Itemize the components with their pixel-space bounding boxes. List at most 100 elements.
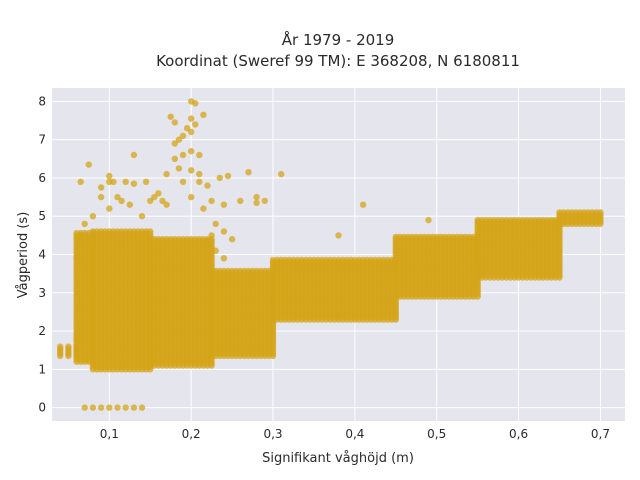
x-tick-label: 0,3 xyxy=(263,427,282,441)
scatter-point xyxy=(192,121,199,128)
scatter-point xyxy=(175,136,183,143)
x-tick-label: 0,6 xyxy=(509,427,528,441)
scatter-point xyxy=(200,205,207,212)
scatter-point xyxy=(228,236,236,243)
scatter-point xyxy=(204,237,211,245)
scatter-point xyxy=(188,193,195,201)
scatter-point xyxy=(425,216,432,224)
scatter-point xyxy=(179,178,187,185)
x-tick-label: 0,5 xyxy=(427,427,446,441)
scatter-point xyxy=(126,201,133,208)
y-tick-label: 0 xyxy=(38,401,46,415)
scatter-point xyxy=(106,205,113,212)
scatter-point xyxy=(130,180,138,187)
scatter-point xyxy=(278,170,285,178)
scatter-point xyxy=(65,343,72,350)
scatter-point xyxy=(188,148,195,155)
scatter-point xyxy=(224,172,232,180)
scatter-point xyxy=(114,404,121,411)
scatter-point xyxy=(122,178,129,185)
x-tick-label: 0,7 xyxy=(591,427,610,441)
scatter-point xyxy=(77,301,84,308)
y-tick-label: 5 xyxy=(38,209,46,223)
scatter-point xyxy=(359,201,367,208)
scatter-point xyxy=(114,193,121,201)
chart-title-line-1: År 1979 - 2019 xyxy=(282,30,395,49)
y-tick-label: 7 xyxy=(38,133,46,147)
scatter-point xyxy=(220,228,228,235)
scatter-point xyxy=(73,255,80,262)
scatter-point xyxy=(171,140,178,147)
scatter-point xyxy=(167,113,174,120)
scatter-point xyxy=(175,165,183,172)
scatter-point xyxy=(196,178,203,185)
x-tick-label: 0,4 xyxy=(345,427,364,441)
scatter-point xyxy=(188,115,195,122)
scatter-point xyxy=(208,197,215,205)
scatter-point xyxy=(97,184,105,191)
scatter-point xyxy=(171,119,178,126)
scatter-point xyxy=(81,285,88,293)
scatter-point xyxy=(73,335,80,342)
scatter-point xyxy=(130,151,138,159)
scatter-point xyxy=(179,132,187,139)
scatter-point xyxy=(110,178,117,185)
scatter-point xyxy=(81,404,88,411)
scatter-point xyxy=(97,404,105,411)
y-axis-label: Vågperiod (s) xyxy=(16,212,31,299)
y-tick-label: 3 xyxy=(38,286,46,300)
y-tick-label: 8 xyxy=(38,94,46,108)
scatter-point xyxy=(245,169,252,176)
scatter-point xyxy=(106,172,113,180)
scatter-point xyxy=(208,232,215,239)
scatter-point xyxy=(192,100,199,107)
y-tick-label: 1 xyxy=(38,362,46,376)
scatter-point xyxy=(200,111,207,119)
scatter-point xyxy=(196,170,203,178)
scatter-point xyxy=(188,167,195,174)
scatter-point xyxy=(81,266,88,273)
scatter-point xyxy=(97,193,105,201)
scatter-point xyxy=(253,193,260,201)
scatter-point xyxy=(335,312,342,319)
scatter-point xyxy=(118,197,125,205)
scatter-point xyxy=(196,151,203,159)
scatter-point xyxy=(220,255,228,262)
scatter-point xyxy=(335,232,342,239)
scatter-point xyxy=(237,197,244,205)
data-points xyxy=(57,98,604,411)
chart-title-line-2: Koordinat (Sweref 99 TM): E 368208, N 61… xyxy=(156,52,520,70)
x-tick-labels: 0,1 0,2 0,3 0,4 0,5 0,6 0,7 xyxy=(100,427,610,441)
y-tick-label: 2 xyxy=(38,324,46,338)
scatter-point xyxy=(597,209,604,216)
scatter-point xyxy=(261,197,268,205)
scatter-point xyxy=(89,404,97,411)
scatter-point xyxy=(216,174,223,182)
scatter-point xyxy=(151,193,158,201)
scatter-point xyxy=(204,182,211,189)
scatter-point xyxy=(122,404,129,411)
scatter-point xyxy=(77,178,84,185)
scatter-point xyxy=(138,213,146,220)
scatter-point xyxy=(159,197,166,205)
scatter-point xyxy=(188,128,195,136)
scatter-point xyxy=(183,125,191,132)
scatter-point xyxy=(89,213,97,220)
scatter-point xyxy=(77,327,84,335)
x-axis-label: Signifikant våghöjd (m) xyxy=(262,451,414,466)
scatter-point xyxy=(138,404,146,411)
scatter-point xyxy=(179,151,187,159)
scatter-point xyxy=(220,201,228,208)
scatter-point xyxy=(85,161,93,168)
scatter-point xyxy=(57,343,64,350)
scatter-point xyxy=(142,178,150,185)
scatter-point xyxy=(212,220,219,228)
scatter-point xyxy=(147,197,154,205)
scatter-point xyxy=(155,190,162,197)
y-tick-label: 6 xyxy=(38,171,46,185)
scatter-point xyxy=(130,404,138,411)
scatter-point xyxy=(171,155,178,162)
x-tick-label: 0,1 xyxy=(100,427,119,441)
